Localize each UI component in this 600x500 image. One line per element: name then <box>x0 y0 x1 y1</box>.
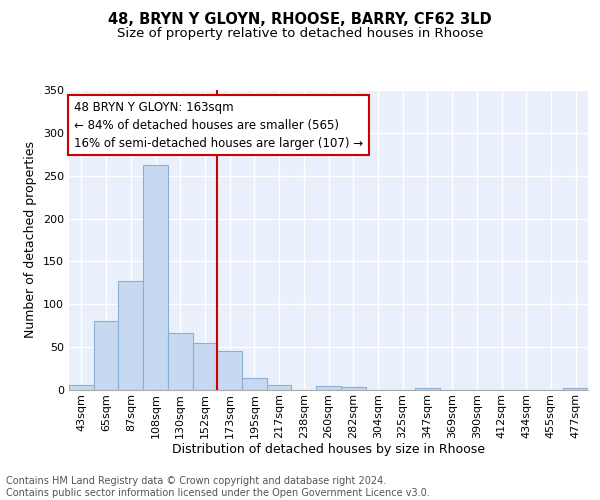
Bar <box>267 385 292 390</box>
Bar <box>242 378 267 390</box>
Text: Contains HM Land Registry data © Crown copyright and database right 2024.
Contai: Contains HM Land Registry data © Crown c… <box>6 476 430 498</box>
X-axis label: Distribution of detached houses by size in Rhoose: Distribution of detached houses by size … <box>172 444 485 456</box>
Text: Size of property relative to detached houses in Rhoose: Size of property relative to detached ho… <box>117 28 483 40</box>
Bar <box>118 281 143 390</box>
Bar <box>563 388 588 390</box>
Bar <box>143 166 168 390</box>
Bar <box>168 334 193 390</box>
Y-axis label: Number of detached properties: Number of detached properties <box>25 142 37 338</box>
Bar <box>217 352 242 390</box>
Text: 48, BRYN Y GLOYN, RHOOSE, BARRY, CF62 3LD: 48, BRYN Y GLOYN, RHOOSE, BARRY, CF62 3L… <box>108 12 492 28</box>
Bar <box>193 343 217 390</box>
Bar <box>94 320 118 390</box>
Bar <box>341 386 365 390</box>
Text: 48 BRYN Y GLOYN: 163sqm
← 84% of detached houses are smaller (565)
16% of semi-d: 48 BRYN Y GLOYN: 163sqm ← 84% of detache… <box>74 100 364 150</box>
Bar <box>316 386 341 390</box>
Bar <box>415 388 440 390</box>
Bar <box>69 385 94 390</box>
